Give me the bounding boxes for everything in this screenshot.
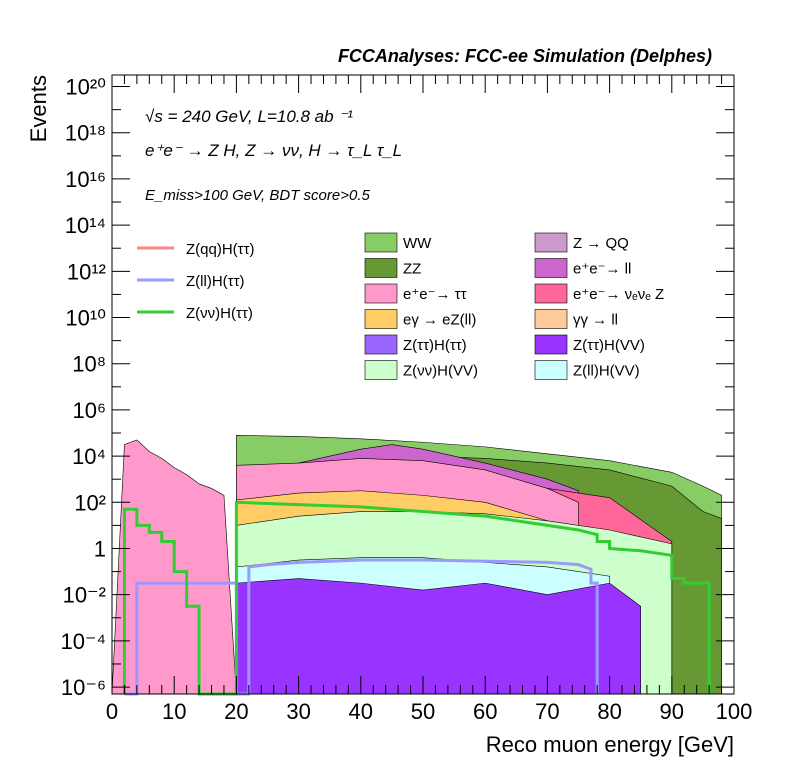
legend-fill-label: ZZ — [403, 261, 421, 278]
y-axis: 10⁻⁶ 10⁻⁴ 10⁻² 1 10² 10⁴ 10⁶ 10⁸ 10¹⁰ 10¹² 10¹⁴ 10¹… — [60, 75, 734, 700]
x-axis: 0 10 20 30 40 50 60 70 80 90 100 — [106, 75, 752, 724]
x-tick-label: 30 — [286, 699, 310, 724]
legend-fill-label: eγ → eZ(ll) — [403, 312, 476, 329]
legend-line-label: Z(ll)H(ττ) — [186, 273, 245, 290]
info-line-process: e⁺e⁻ → Z H, Z → νν, H → τ_L τ_L — [145, 141, 402, 160]
y-tick-label: 10¹⁴ — [65, 213, 106, 238]
legend-fill-label: Z → QQ — [573, 235, 629, 252]
y-tick-label: 1 — [94, 536, 106, 561]
legend-fill-swatch — [364, 232, 398, 253]
y-tick-label: 10¹⁸ — [65, 121, 106, 146]
legend-fill-swatch — [534, 334, 568, 355]
legend-line-label: Z(qq)H(ττ) — [186, 241, 255, 258]
legend-fill-label: WW — [403, 235, 432, 252]
x-tick-label: 80 — [597, 699, 621, 724]
legend-fill-label: Z(ττ)H(VV) — [573, 337, 645, 354]
stack-band-8 — [236, 578, 641, 695]
x-axis-title: Reco muon energy [GeV] — [486, 732, 734, 757]
y-tick-label: 10²⁰ — [65, 75, 106, 100]
info-line-cuts: E_miss>100 GeV, BDT score>0.5 — [145, 187, 370, 204]
legend-fill-label: Z(ττ)H(ττ) — [403, 337, 467, 354]
signal-line-2 — [122, 500, 711, 696]
legend-fill-swatch — [364, 334, 398, 355]
x-tick-label: 10 — [162, 699, 186, 724]
y-axis-title: Events — [26, 75, 51, 142]
legend-fill-label: e⁺e⁻→ ll — [573, 261, 631, 278]
legend-fill-swatch — [364, 309, 398, 329]
legend-fill-swatch — [364, 283, 398, 304]
y-tick-label: 10⁻² — [63, 583, 106, 608]
y-tick-label: 10¹⁶ — [65, 167, 106, 192]
legend-fill-swatch — [364, 258, 398, 278]
legend-fill-swatch — [534, 283, 568, 304]
legend-fill-label: γγ → ll — [573, 312, 618, 329]
legend-line-label: Z(νν)H(ττ) — [186, 305, 253, 322]
legend-fill-label: Z(ll)H(VV) — [573, 363, 640, 380]
y-tick-label: 10⁴ — [72, 444, 106, 469]
legend-fill-swatch — [534, 309, 568, 329]
legend-fill-swatch — [534, 360, 568, 380]
x-tick-label: 90 — [660, 699, 684, 724]
info-box: √s = 240 GeV, L=10.8 ab ⁻¹ e⁺e⁻ → Z H, Z… — [145, 107, 402, 204]
legend-fill-swatch — [364, 360, 398, 380]
y-tick-label: 10⁻⁶ — [61, 675, 106, 700]
legend-fill-label: e⁺e⁻→ νₑνₑ Z — [573, 286, 664, 303]
y-tick-label: 10⁸ — [72, 352, 106, 377]
legend-fill-swatch — [534, 258, 568, 278]
legend-fill-label: Z(νν)H(VV) — [403, 363, 478, 380]
legend: Z(qq)H(ττ) Z(ll)H(ττ) Z(νν)H(ττ) WW Z → QQ ZZ… — [137, 232, 664, 380]
plot-title: FCCAnalyses: FCC-ee Simulation (Delphes) — [338, 46, 712, 66]
x-tick-label: 60 — [473, 699, 497, 724]
x-tick-label: 20 — [224, 699, 248, 724]
x-tick-label: 40 — [349, 699, 373, 724]
legend-fill-label: e⁺e⁻→ ττ — [403, 286, 467, 303]
y-tick-label: 10¹² — [67, 259, 106, 284]
y-tick-label: 10¹⁰ — [65, 306, 106, 331]
y-tick-label: 10² — [74, 490, 106, 515]
x-tick-label: 100 — [716, 699, 753, 724]
x-tick-label: 70 — [535, 699, 559, 724]
y-tick-label: 10⁶ — [72, 398, 106, 423]
y-tick-label: 10⁻⁴ — [60, 629, 106, 654]
data-layer — [111, 435, 722, 696]
x-tick-label: 0 — [106, 699, 118, 724]
legend-fill-swatch — [534, 232, 568, 253]
info-line-energy: √s = 240 GeV, L=10.8 ab ⁻¹ — [145, 107, 353, 126]
x-tick-label: 50 — [411, 699, 435, 724]
